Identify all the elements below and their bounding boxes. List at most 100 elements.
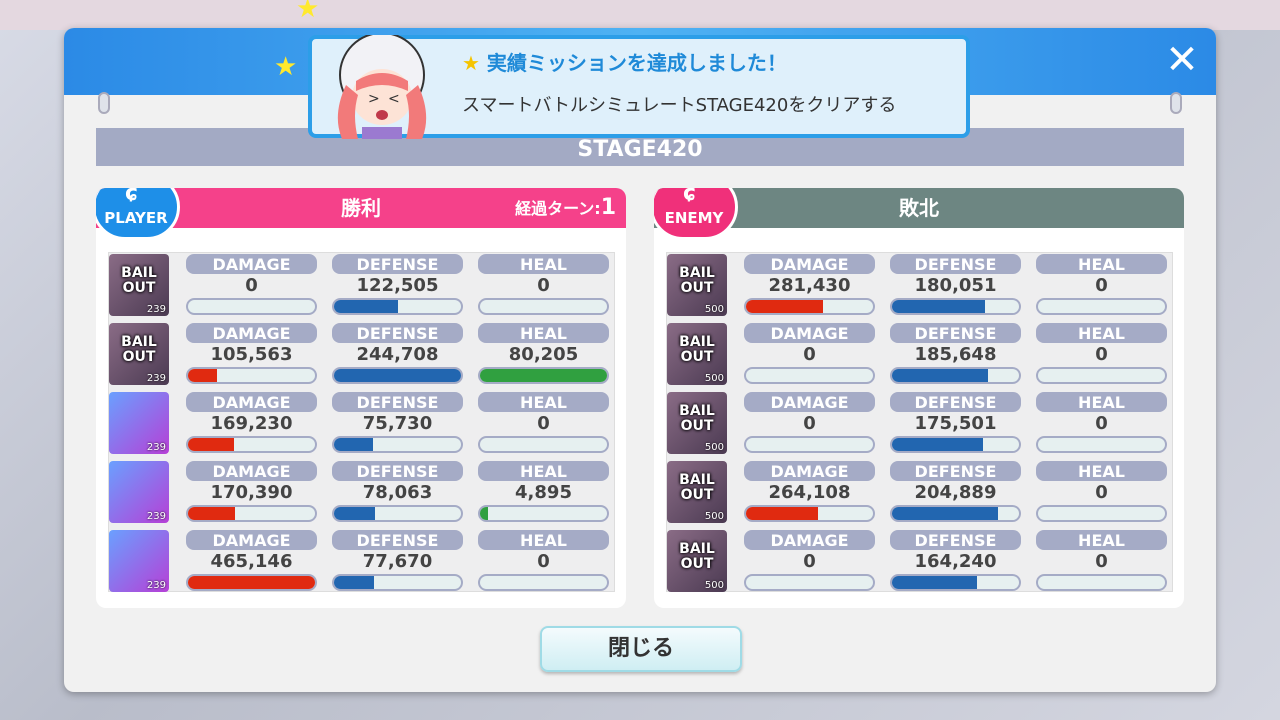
damage-value: 0 — [803, 413, 816, 434]
unit-avatar[interactable]: 239 — [109, 530, 169, 592]
player-header: 勝利 経過ターン:1 — [96, 188, 626, 228]
unit-avatar[interactable]: BAIL OUT 239 — [109, 323, 169, 385]
defense-value: 180,051 — [914, 275, 997, 296]
unit-avatar[interactable]: BAIL OUT 500 — [667, 323, 727, 385]
turn-value: 1 — [600, 195, 616, 220]
defense-bar — [890, 436, 1021, 453]
heal-column: HEAL 4,895 — [478, 461, 609, 522]
bail-out-label: BAIL OUT — [679, 541, 715, 572]
unit-row: BAIL OUT 500 DAMAGE 264,108 DEFENSE 204,889 HE… — [667, 461, 1172, 529]
heal-column: HEAL 0 — [1036, 530, 1167, 591]
bail-out-label: BAIL OUT — [121, 334, 157, 365]
heal-label: HEAL — [1036, 530, 1167, 550]
unit-avatar[interactable]: 239 — [109, 461, 169, 523]
unit-avatar[interactable]: BAIL OUT 500 — [667, 254, 727, 316]
badge-label: ENEMY — [664, 209, 724, 227]
unit-avatar[interactable]: BAIL OUT 500 — [667, 461, 727, 523]
close-button[interactable]: 閉じる — [540, 626, 742, 672]
damage-label: DAMAGE — [744, 392, 875, 412]
unit-avatar[interactable]: BAIL OUT 239 — [109, 254, 169, 316]
damage-bar — [186, 574, 317, 591]
heal-value: 0 — [537, 275, 550, 296]
heal-column: HEAL 0 — [1036, 392, 1167, 453]
badge-label: PLAYER — [104, 209, 168, 227]
unit-avatar[interactable]: BAIL OUT 500 — [667, 392, 727, 454]
heal-bar — [1036, 436, 1167, 453]
damage-bar-fill — [746, 507, 819, 520]
defense-bar-fill — [892, 369, 989, 382]
defense-bar — [890, 298, 1021, 315]
heal-label: HEAL — [1036, 461, 1167, 481]
unit-row: BAIL OUT 500 DAMAGE 0 DEFENSE 164,240 HEAL 0 — [667, 530, 1172, 598]
damage-label: DAMAGE — [744, 323, 875, 343]
unit-level: 239 — [146, 304, 166, 315]
notification-text: スマートバトルシミュレートSTAGE420をクリアする — [462, 95, 897, 116]
defense-bar — [890, 505, 1021, 522]
damage-bar — [744, 298, 875, 315]
close-icon[interactable]: ✕ — [1165, 37, 1199, 83]
defense-column: DEFENSE 77,670 — [332, 530, 463, 591]
damage-value: 169,230 — [210, 413, 293, 434]
heal-column: HEAL 0 — [1036, 323, 1167, 384]
heal-value: 0 — [1095, 482, 1108, 503]
defense-bar — [890, 367, 1021, 384]
defense-bar — [332, 298, 463, 315]
unit-row: 239 DAMAGE 465,146 DEFENSE 77,670 HEAL 0 — [109, 530, 614, 598]
damage-column: DAMAGE 465,146 — [186, 530, 317, 591]
player-result: 勝利 — [341, 196, 381, 220]
damage-bar — [744, 574, 875, 591]
defense-label: DEFENSE — [332, 461, 463, 481]
unit-row: BAIL OUT 500 DAMAGE 0 DEFENSE 175,501 HEAL 0 — [667, 392, 1172, 460]
defense-column: DEFENSE 122,505 — [332, 254, 463, 315]
defense-bar-fill — [334, 369, 461, 382]
defense-bar — [332, 436, 463, 453]
unit-level: 239 — [146, 580, 166, 591]
defense-label: DEFENSE — [890, 461, 1021, 481]
enemy-header: 敗北 — [654, 188, 1184, 228]
damage-column: DAMAGE 105,563 — [186, 323, 317, 384]
defense-value: 164,240 — [914, 551, 997, 572]
defense-bar — [332, 505, 463, 522]
damage-label: DAMAGE — [186, 254, 317, 274]
character-portrait: > < — [337, 35, 427, 139]
damage-value: 105,563 — [210, 344, 293, 365]
defense-label: DEFENSE — [890, 254, 1021, 274]
heal-label: HEAL — [478, 392, 609, 412]
unit-avatar[interactable]: BAIL OUT 500 — [667, 530, 727, 592]
player-badge: ɕ PLAYER — [96, 188, 180, 240]
unit-level: 500 — [704, 442, 724, 453]
unit-level: 239 — [146, 442, 166, 453]
damage-bar — [744, 436, 875, 453]
unit-level: 500 — [704, 373, 724, 384]
player-rows: BAIL OUT 239 DAMAGE 0 DEFENSE 122,505 HEAL 0 BAI… — [108, 252, 615, 592]
enemy-rows: BAIL OUT 500 DAMAGE 281,430 DEFENSE 180,051 HE… — [666, 252, 1173, 592]
defense-value: 122,505 — [356, 275, 439, 296]
unit-level: 500 — [704, 511, 724, 522]
damage-label: DAMAGE — [744, 461, 875, 481]
unit-row: 239 DAMAGE 170,390 DEFENSE 78,063 HEAL 4,895 — [109, 461, 614, 529]
defense-column: DEFENSE 204,889 — [890, 461, 1021, 522]
unit-level: 500 — [704, 580, 724, 591]
damage-value: 281,430 — [768, 275, 851, 296]
damage-bar-fill — [188, 369, 217, 382]
unit-avatar[interactable]: 239 — [109, 392, 169, 454]
heal-label: HEAL — [1036, 392, 1167, 412]
damage-column: DAMAGE 0 — [744, 323, 875, 384]
bail-out-label: BAIL OUT — [679, 265, 715, 296]
heal-column: HEAL 0 — [478, 392, 609, 453]
wing-icon: ɕ — [125, 188, 139, 206]
defense-bar-fill — [892, 438, 984, 451]
battle-result-dialog: ✕ STAGE420 ɕ PLAYER 勝利 経過ターン:1 BAIL OUT 23… — [64, 28, 1216, 692]
damage-value: 0 — [803, 344, 816, 365]
svg-text:<: < — [388, 91, 400, 107]
defense-label: DEFENSE — [332, 530, 463, 550]
stage-title: STAGE420 — [96, 128, 1184, 166]
heal-label: HEAL — [478, 530, 609, 550]
damage-bar — [186, 436, 317, 453]
heal-value: 0 — [1095, 344, 1108, 365]
defense-bar — [332, 367, 463, 384]
damage-bar-fill — [188, 438, 235, 451]
achievement-notification[interactable]: > < ★ 実績ミッションを達成しました！ スマートバトルシミュレートSTAGE4… — [308, 35, 970, 139]
defense-bar-fill — [334, 507, 375, 520]
damage-value: 170,390 — [210, 482, 293, 503]
